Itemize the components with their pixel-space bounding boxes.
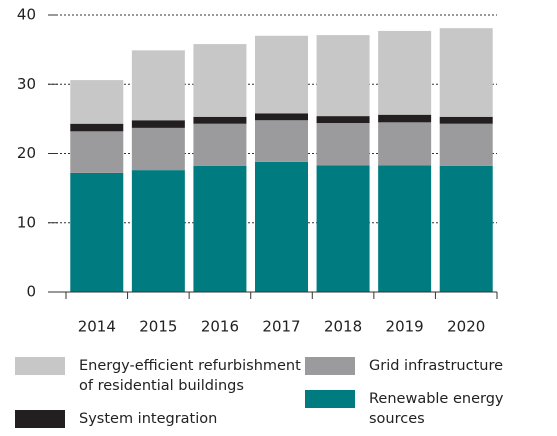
bar-segment [131, 50, 185, 121]
bar-segment [316, 165, 370, 292]
x-tick-label: 2017 [262, 318, 300, 336]
bar-segment [439, 123, 493, 166]
bar-segment [316, 35, 370, 117]
y-tick-label: 10 [17, 213, 36, 231]
plot: 0 10 20 30 40 2014 2015 2016 2017 2018 2019 2020 [17, 6, 498, 336]
bar-segment [439, 28, 493, 117]
bar-segment [70, 131, 124, 173]
bar-segment [193, 165, 247, 292]
legend-label: Energy-efficient refurbishment of reside… [79, 358, 301, 394]
bar-segment [70, 123, 124, 132]
bar-segment [439, 165, 493, 292]
bar-segment [378, 165, 432, 292]
bar-segment [131, 170, 185, 292]
bar-segment [131, 120, 185, 128]
legend-label: Grid infrastructure [369, 358, 504, 374]
x-tick-label: 2015 [139, 318, 177, 336]
y-tick-label: 40 [17, 6, 36, 24]
x-tick-label: 2020 [447, 318, 485, 336]
bar-segment [439, 116, 493, 124]
bar-segment [316, 116, 370, 124]
bar-segment [378, 30, 432, 115]
bar-segment [193, 123, 247, 166]
bar-segment [255, 161, 308, 292]
bar-segment [378, 114, 432, 123]
bar-segment [193, 116, 247, 124]
bar-segment [255, 113, 308, 121]
bar-segment [70, 172, 124, 292]
legend-label: System integration [79, 411, 218, 427]
legend-item: Grid infrastructure [305, 356, 503, 376]
x-tick-label: 2014 [78, 318, 116, 336]
bar-segment [193, 44, 247, 117]
legend-item: System integration [15, 409, 217, 429]
bar-segment [316, 123, 370, 166]
x-tick-label: 2016 [201, 318, 239, 336]
bar-segment [131, 127, 185, 171]
bar-segment [378, 122, 432, 166]
y-tick-label: 20 [17, 144, 36, 162]
legend-swatch [305, 357, 355, 375]
y-tick-label: 30 [17, 75, 36, 93]
legend-swatch [15, 410, 65, 428]
legend-swatch [305, 390, 355, 408]
bar-segment [255, 35, 308, 114]
bar-segment [70, 80, 124, 124]
legend-item: Renewable energy sources [305, 389, 557, 429]
legend-swatch [15, 357, 65, 375]
legend-item: Energy-efficient refurbishment of reside… [15, 356, 311, 396]
legend-label: Renewable energy sources [369, 391, 504, 427]
x-tick-label: 2019 [386, 318, 424, 336]
y-tick-label: 0 [26, 283, 36, 301]
x-tick-label: 2018 [324, 318, 362, 336]
bar-segment [255, 120, 308, 162]
